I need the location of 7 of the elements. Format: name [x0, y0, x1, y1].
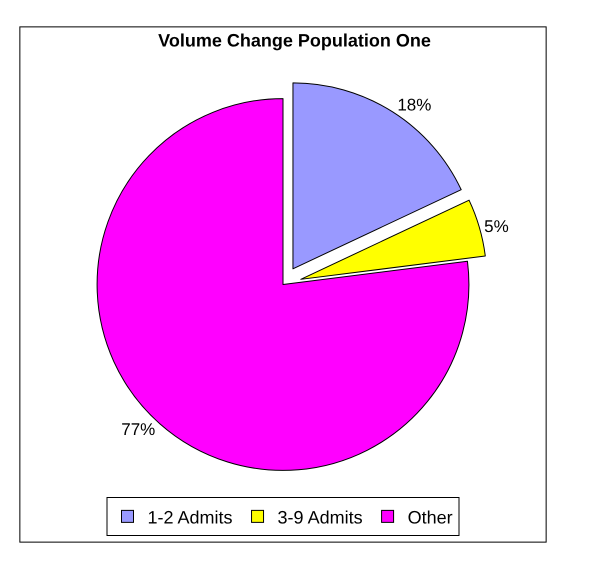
chart-title: Volume Change Population One [158, 30, 431, 51]
legend-label: Other [408, 507, 453, 528]
legend-label: 1-2 Admits [148, 507, 233, 528]
data-label: 18% [397, 96, 432, 115]
legend-label: 3-9 Admits [278, 507, 363, 528]
data-label: 77% [121, 420, 156, 439]
data-label: 5% [484, 217, 509, 236]
